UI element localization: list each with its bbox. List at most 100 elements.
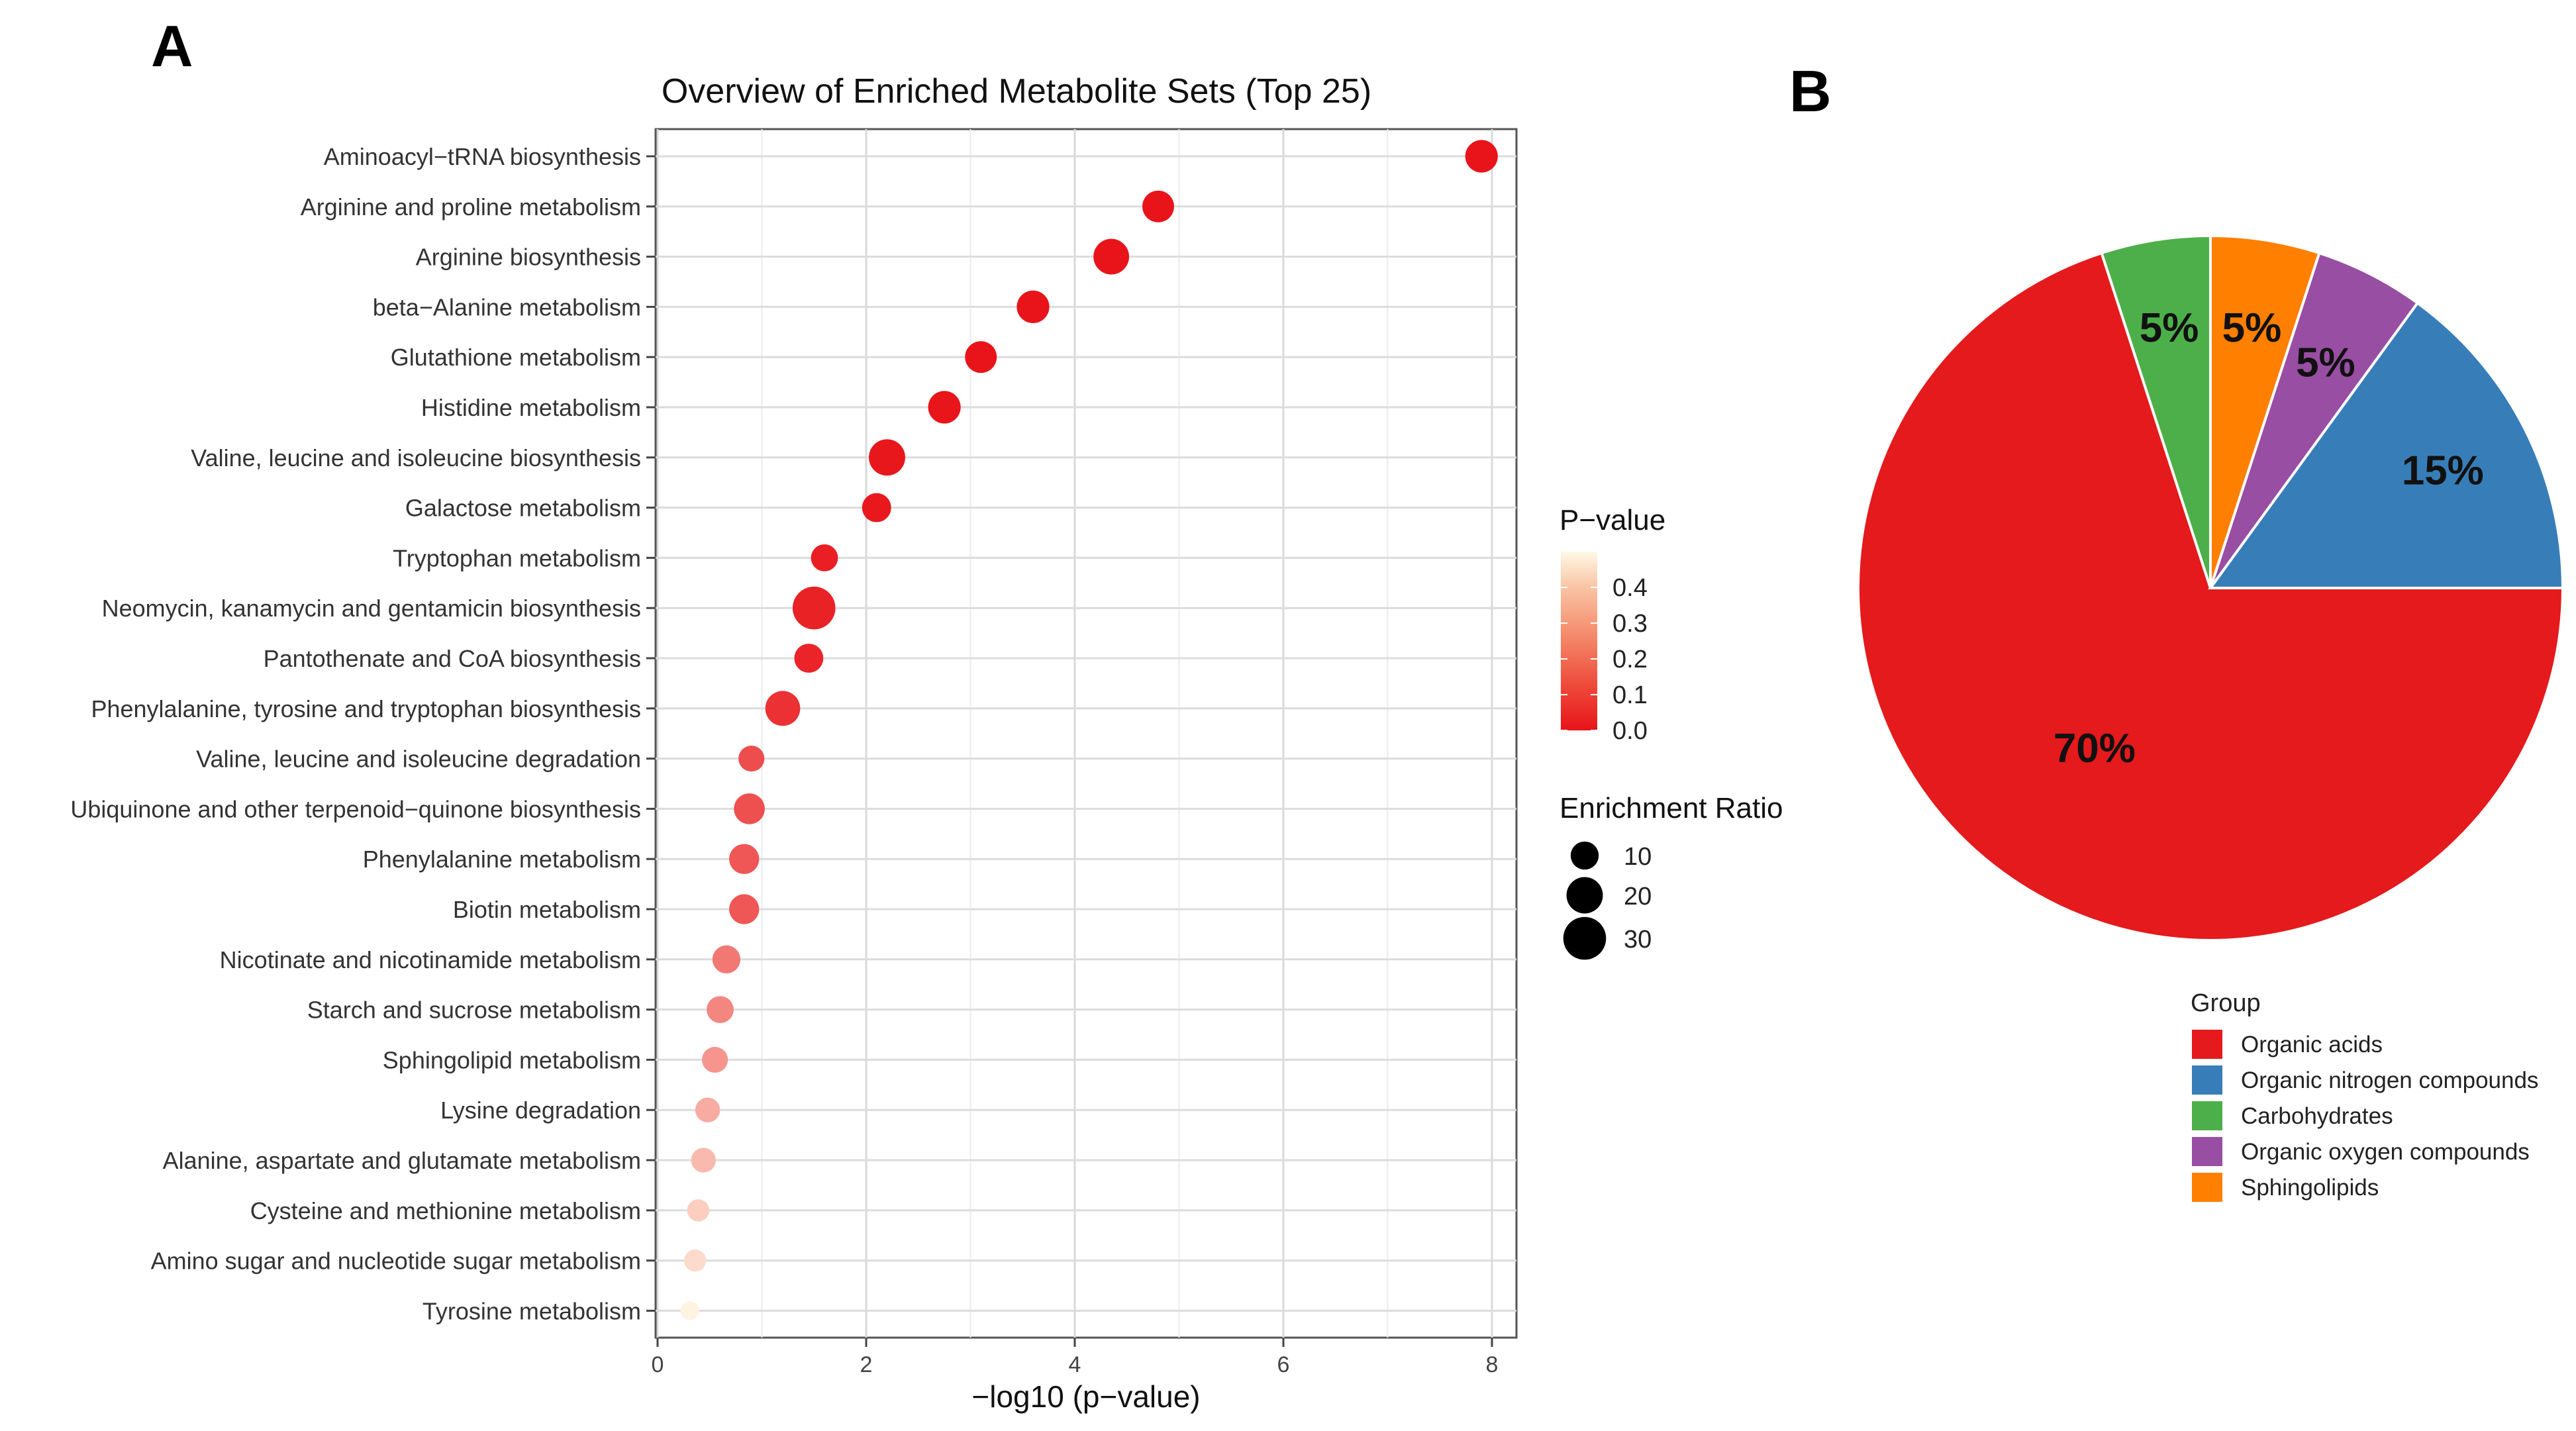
data-point <box>729 894 760 924</box>
size-legend-label: 20 <box>1624 883 1652 911</box>
data-point <box>811 544 838 571</box>
pie-percent-label: 5% <box>2222 305 2282 351</box>
data-point <box>691 1148 716 1173</box>
data-point <box>734 793 765 824</box>
data-points <box>680 140 1498 1320</box>
x-tick-label: 4 <box>1069 1352 1081 1377</box>
panel-label-a: A <box>151 13 193 79</box>
x-tick-label: 0 <box>652 1352 664 1377</box>
category-label: Glutathione metabolism <box>391 344 641 371</box>
enrichment-legend-title: Enrichment Ratio <box>1560 792 1783 824</box>
category-label: Galactose metabolism <box>405 495 641 522</box>
size-legend-label: 10 <box>1624 843 1652 871</box>
pvalue-colorbar <box>1561 552 1597 730</box>
colorbar-tick-label: 0.4 <box>1612 574 1648 602</box>
x-tick-label: 6 <box>1277 1352 1290 1377</box>
enrichment-dot-plot: Overview of Enriched Metabolite Sets (To… <box>70 72 1518 1414</box>
category-label: Alanine, aspartate and glutamate metabol… <box>163 1147 641 1174</box>
group-legend-title: Group <box>2191 989 2261 1017</box>
group-legend-label: Organic nitrogen compounds <box>2241 1067 2538 1093</box>
group-legend-label: Organic acids <box>2241 1032 2383 1058</box>
category-labels: Aminoacyl−tRNA biosynthesis Arginine and … <box>70 143 656 1324</box>
enrichment-legend-items: 10 20 30 <box>1563 841 1652 960</box>
category-label: Lysine degradation <box>440 1097 641 1124</box>
pie-chart <box>1857 234 2565 942</box>
data-point <box>1016 290 1050 323</box>
category-label: Nicotinate and nicotinamide metabolism <box>220 946 641 973</box>
pie-percent-label: 5% <box>2296 340 2355 386</box>
pvalue-legend-title: P−value <box>1560 504 1665 536</box>
group-legend-swatch <box>2192 1137 2222 1166</box>
category-label: Sphingolipid metabolism <box>383 1046 641 1073</box>
group-legend-items: Organic acids Organic nitrogen compounds C… <box>2192 1030 2538 1202</box>
category-label: beta−Alanine metabolism <box>373 293 641 321</box>
group-legend-swatch <box>2192 1101 2222 1130</box>
category-label: Phenylalanine metabolism <box>363 846 641 873</box>
category-label: Valine, leucine and isoleucine degradati… <box>196 746 641 773</box>
category-label: Phenylalanine, tyrosine and tryptophan b… <box>91 695 641 722</box>
data-point <box>707 996 734 1023</box>
category-label: Amino sugar and nucleotide sugar metabol… <box>151 1248 641 1275</box>
category-label: Valine, leucine and isoleucine biosynthe… <box>191 444 641 471</box>
colorbar-tick-label: 0.1 <box>1612 681 1648 709</box>
chart-title: Overview of Enriched Metabolite Sets (To… <box>662 72 1371 111</box>
colorbar-tick-label: 0.3 <box>1612 610 1648 638</box>
pie-percent-label: 70% <box>2054 726 2136 771</box>
data-point <box>712 945 741 973</box>
category-label: Pantothenate and CoA biosynthesis <box>264 645 641 672</box>
category-label: Tryptophan metabolism <box>393 544 641 571</box>
pie-percent-labels: 70% 5% 5% 5% 15% <box>2054 305 2484 771</box>
category-label: Biotin metabolism <box>453 896 641 923</box>
category-label: Tyrosine metabolism <box>422 1297 641 1324</box>
category-label: Ubiquinone and other terpenoid−quinone b… <box>70 795 641 822</box>
size-legend-label: 30 <box>1624 926 1652 954</box>
category-label: Arginine and proline metabolism <box>301 193 641 221</box>
x-axis-title: −log10 (p−value) <box>971 1379 1200 1414</box>
pie-slice <box>2100 234 2212 589</box>
category-label: Aminoacyl−tRNA biosynthesis <box>324 143 641 170</box>
data-point <box>862 493 891 522</box>
data-point <box>869 439 905 476</box>
data-point <box>928 391 961 424</box>
colorbar-tick-label: 0.2 <box>1612 646 1648 673</box>
data-point <box>687 1199 710 1222</box>
data-point <box>1093 238 1130 275</box>
x-axis-ticks: 0 2 4 6 8 <box>652 1338 1499 1377</box>
data-point <box>680 1301 700 1320</box>
panel-label-b: B <box>1789 58 1832 124</box>
group-legend-label: Carbohydrates <box>2241 1103 2393 1129</box>
group-legend-swatch <box>2192 1065 2222 1095</box>
pie-slice <box>2209 234 2321 589</box>
pie-slice <box>2208 301 2565 589</box>
vertical-gridlines <box>656 129 1493 1338</box>
data-point <box>695 1097 720 1122</box>
data-point <box>792 586 836 630</box>
pie-slice <box>1857 251 2565 942</box>
size-legend-dot <box>1570 841 1599 870</box>
x-tick-label: 2 <box>860 1352 873 1377</box>
colorbar-tick-label: 0.0 <box>1612 717 1648 745</box>
category-label: Neomycin, kanamycin and gentamicin biosy… <box>102 595 641 622</box>
enrichment-ratio-legend: Enrichment Ratio 10 20 30 <box>1560 792 1783 960</box>
group-legend: Group Organic acids Organic nitrogen comp… <box>2191 989 2538 1202</box>
data-point <box>683 1249 707 1272</box>
group-legend-swatch <box>2192 1030 2222 1059</box>
data-point <box>729 844 760 874</box>
category-label: Arginine biosynthesis <box>416 244 641 271</box>
pie-slice <box>2209 251 2420 589</box>
data-point <box>765 691 801 726</box>
data-point <box>1465 140 1498 173</box>
category-label: Starch and sucrose metabolism <box>307 997 641 1024</box>
category-label: Histidine metabolism <box>421 394 641 421</box>
pvalue-legend: P−value 0.4 0.3 0.2 0.1 0.0 <box>1560 504 1665 745</box>
group-legend-swatch <box>2192 1173 2222 1202</box>
size-legend-dot <box>1563 916 1607 960</box>
data-point <box>702 1046 728 1073</box>
plot-panel <box>654 128 1518 1339</box>
data-point <box>965 341 997 373</box>
x-tick-label: 8 <box>1486 1352 1499 1377</box>
pie-percent-label: 15% <box>2402 448 2484 493</box>
pie-percent-label: 5% <box>2140 305 2199 351</box>
data-point <box>1142 190 1174 222</box>
